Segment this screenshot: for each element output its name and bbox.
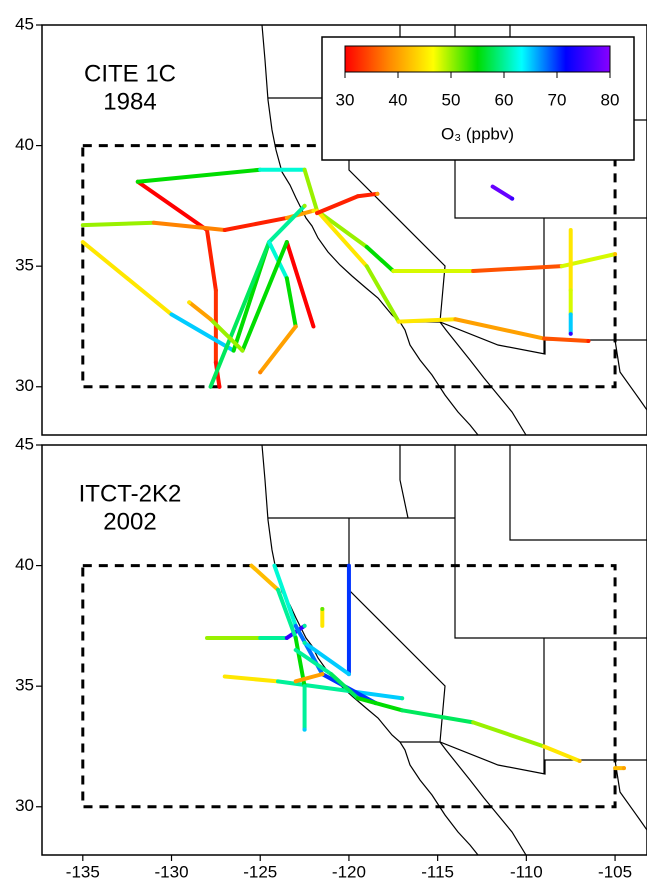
x-tick-label: -120 bbox=[332, 862, 366, 881]
track-segment bbox=[187, 300, 213, 322]
panel-frame bbox=[41, 24, 647, 436]
track-segment bbox=[315, 208, 369, 249]
track-segment bbox=[275, 587, 298, 640]
y-tick-label: 40 bbox=[15, 555, 34, 574]
track-segment bbox=[284, 276, 298, 329]
track-segment bbox=[293, 672, 325, 684]
track-segment bbox=[267, 203, 307, 245]
y-tick-label: 45 bbox=[15, 434, 34, 453]
track-point bbox=[302, 203, 307, 208]
track-segment bbox=[471, 720, 547, 749]
track-segment bbox=[293, 648, 334, 677]
track-segment bbox=[284, 623, 307, 640]
track-segment bbox=[329, 672, 360, 701]
track-point bbox=[568, 331, 573, 336]
track-segment bbox=[205, 228, 218, 293]
track-point bbox=[187, 300, 192, 305]
x-tick-label: -130 bbox=[155, 862, 189, 881]
x-tick-label: -135 bbox=[66, 862, 100, 881]
track-point bbox=[217, 384, 222, 389]
y-tick-label: 35 bbox=[15, 256, 34, 275]
x-tick-label: -105 bbox=[598, 862, 632, 881]
track-segment bbox=[135, 179, 209, 232]
x-tick-label: -115 bbox=[421, 862, 454, 881]
track-point bbox=[375, 191, 380, 196]
track-point bbox=[311, 208, 316, 213]
track-point bbox=[510, 196, 515, 201]
track-segment bbox=[258, 324, 298, 375]
track-segment bbox=[302, 167, 319, 213]
track-segment bbox=[355, 696, 405, 713]
x-tick-label: -125 bbox=[243, 862, 277, 881]
track-point bbox=[320, 672, 325, 677]
y-tick-label: 40 bbox=[15, 135, 34, 154]
track-segment bbox=[222, 215, 289, 232]
colorbar-tick-label: 80 bbox=[601, 90, 620, 109]
colorbar-tick-label: 70 bbox=[548, 90, 567, 109]
panel-subtitle: 2002 bbox=[103, 508, 156, 535]
colorbar bbox=[344, 45, 611, 73]
track-segment bbox=[315, 208, 369, 269]
track-segment bbox=[240, 240, 289, 353]
colorbar-tick-label: 50 bbox=[442, 90, 461, 109]
track-segment bbox=[169, 312, 236, 353]
track-segment bbox=[302, 640, 351, 677]
colorbar-label: O₃ (ppbv) bbox=[441, 124, 514, 143]
track-segment bbox=[208, 317, 245, 353]
flight-tracks bbox=[80, 167, 618, 389]
x-tick-label: -110 bbox=[510, 862, 543, 881]
track-point bbox=[258, 370, 263, 375]
track-segment bbox=[400, 708, 476, 725]
track-segment bbox=[490, 184, 515, 201]
track-segment bbox=[208, 240, 272, 389]
track-segment bbox=[355, 191, 380, 199]
panel-frame bbox=[41, 444, 647, 856]
y-tick-label: 35 bbox=[15, 676, 34, 695]
region-box bbox=[81, 144, 617, 389]
track-point bbox=[302, 623, 307, 628]
panel-subtitle: 1984 bbox=[103, 88, 156, 115]
track-segment bbox=[213, 360, 222, 389]
colorbar-tick-label: 40 bbox=[389, 90, 408, 109]
y-tick-label: 30 bbox=[15, 376, 34, 395]
track-point bbox=[621, 766, 626, 771]
track-point bbox=[400, 696, 405, 701]
track-segment bbox=[151, 220, 227, 232]
track-segment bbox=[275, 679, 351, 693]
track-segment bbox=[80, 220, 156, 228]
panel-background bbox=[42, 445, 647, 855]
track-point bbox=[320, 607, 325, 611]
track-segment bbox=[249, 563, 280, 592]
map-panel: 30 35 40 45 -135 -130 -125 -120 -115 -110 -105 ITCT… bbox=[15, 434, 647, 881]
track-segment bbox=[222, 674, 280, 684]
colorbar-tick-label: 30 bbox=[336, 90, 355, 109]
track-segment bbox=[471, 264, 564, 273]
panel-title: ITCT-2K2 bbox=[79, 480, 182, 507]
track-segment bbox=[364, 264, 401, 324]
track-segment bbox=[542, 744, 582, 763]
region-box bbox=[81, 564, 617, 809]
track-segment bbox=[396, 317, 458, 324]
track-point bbox=[613, 252, 618, 257]
track-segment bbox=[135, 167, 263, 184]
track-segment bbox=[315, 194, 360, 216]
track-segment bbox=[284, 240, 316, 329]
track-segment bbox=[80, 240, 174, 317]
track-segment bbox=[364, 244, 396, 273]
track-segment bbox=[272, 563, 298, 628]
y-tick-label: 30 bbox=[15, 796, 34, 815]
track-point bbox=[302, 640, 307, 645]
colorbar-tick-label: 60 bbox=[495, 90, 514, 109]
panel-title: CITE 1C bbox=[84, 60, 176, 87]
track-point bbox=[302, 727, 307, 732]
track-segment bbox=[542, 336, 591, 343]
track-point bbox=[586, 338, 591, 343]
track-segment bbox=[453, 317, 547, 341]
track-point bbox=[577, 758, 582, 763]
flight-tracks bbox=[205, 563, 626, 771]
y-tick-label: 45 bbox=[15, 14, 34, 33]
